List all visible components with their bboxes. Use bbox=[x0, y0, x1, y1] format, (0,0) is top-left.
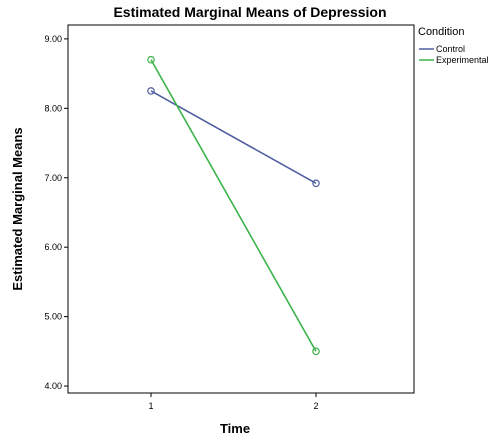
data-point bbox=[312, 347, 320, 356]
legend-item: Experimental bbox=[419, 55, 489, 65]
data-point bbox=[312, 179, 320, 188]
legend-item: Control bbox=[419, 44, 465, 54]
series-layer bbox=[147, 55, 320, 356]
legend-label: Experimental bbox=[436, 55, 489, 65]
y-tick-label: 9.00 bbox=[44, 34, 62, 44]
series-experimental bbox=[147, 55, 320, 356]
chart-title: Estimated Marginal Means of Depression bbox=[113, 4, 386, 20]
y-tick-label: 8.00 bbox=[44, 103, 62, 113]
legend-label: Control bbox=[436, 44, 465, 54]
y-tick-label: 6.00 bbox=[44, 242, 62, 252]
y-axis-title: Estimated Marginal Means bbox=[10, 127, 25, 290]
plot-frame bbox=[67, 24, 415, 394]
legend-title: Condition bbox=[418, 26, 464, 38]
y-tick-label: 7.00 bbox=[44, 173, 62, 183]
data-point bbox=[147, 55, 155, 64]
y-tick-label: 5.00 bbox=[44, 312, 62, 322]
data-point bbox=[147, 87, 155, 95]
series-line bbox=[150, 90, 317, 185]
x-axis-title: Time bbox=[220, 421, 250, 436]
y-tick-label: 4.00 bbox=[44, 381, 62, 391]
x-tick-label: 1 bbox=[148, 401, 153, 411]
x-tick-label: 2 bbox=[313, 401, 318, 411]
series-control bbox=[147, 87, 320, 188]
y-axis: 4.00 5.00 6.00 7.00 8.00 9.00 bbox=[44, 34, 68, 391]
series-line bbox=[150, 59, 317, 352]
